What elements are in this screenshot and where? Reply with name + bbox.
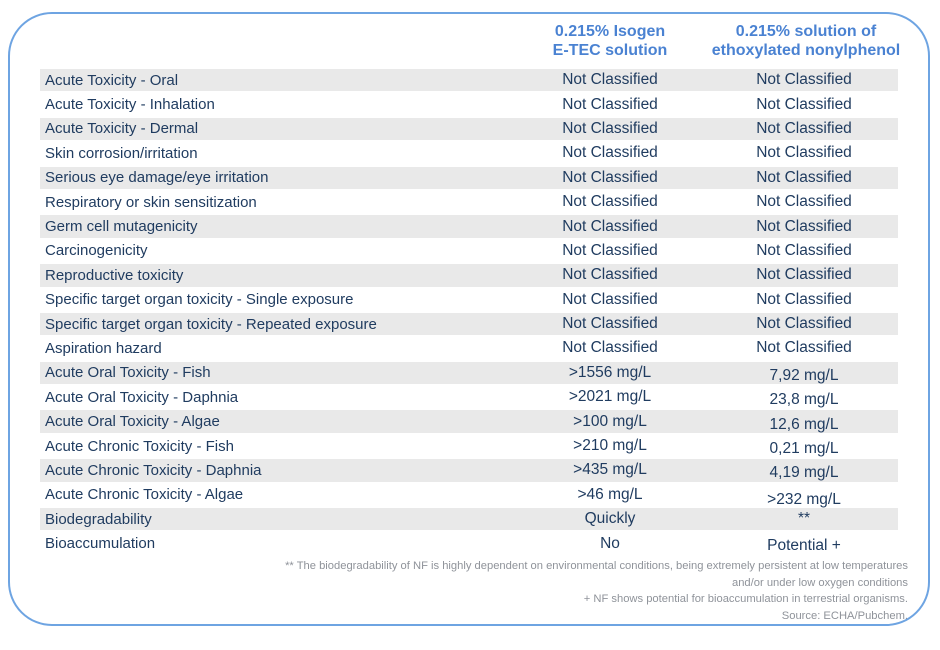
nonylphenol-solution-value: >232 mg/L — [767, 490, 841, 508]
hazard-endpoint-label: Skin corrosion/irritation — [45, 144, 198, 162]
nonylphenol-solution-value: Potential + — [767, 536, 841, 554]
isogen-solution-value: Quickly — [584, 510, 636, 528]
footnote-source: Source: ECHA/Pubchem. — [781, 609, 908, 622]
nonylphenol-solution-value: 7,92 mg/L — [769, 366, 839, 384]
hazard-endpoint-label: Specific target organ toxicity - Single … — [45, 291, 354, 309]
hazard-endpoint-label: Bioaccumulation — [45, 535, 156, 553]
nonylphenol-solution-value: Not Classified — [756, 290, 852, 308]
nonylphenol-solution-value: Not Classified — [756, 193, 852, 211]
table-row: Acute Toxicity - Inhalation Not Classifie… — [40, 93, 898, 115]
hazard-endpoint-label: Acute Toxicity - Oral — [45, 71, 179, 89]
footnote-bioaccumulation: + NF shows potential for bioaccumulation… — [583, 593, 908, 605]
table-row: Acute Chronic Toxicity - Daphnia >435 mg/… — [40, 459, 898, 482]
hazard-endpoint-label: Acute Toxicity - Dermal — [45, 120, 199, 138]
nonylphenol-solution-value: 0,21 mg/L — [769, 440, 839, 458]
hazard-endpoint-label: Serious eye damage/eye irritation — [45, 169, 269, 187]
column-header-line: 0.215% solution of — [735, 23, 877, 40]
isogen-solution-value: >2021 mg/L — [568, 388, 652, 406]
isogen-solution-value: Not Classified — [562, 266, 658, 284]
table-row: Acute Oral Toxicity - Algae >100 mg/L 12,6… — [40, 410, 898, 433]
hazard-endpoint-label: Respiratory or skin sensitization — [45, 193, 257, 211]
isogen-solution-value: Not Classified — [562, 339, 658, 357]
isogen-solution-value: Not Classified — [562, 95, 658, 113]
isogen-solution-value: Not Classified — [562, 241, 658, 259]
hazard-endpoint-label: Acute Oral Toxicity - Fish — [45, 364, 211, 382]
nonylphenol-solution-value: Not Classified — [756, 144, 852, 162]
isogen-solution-value: No — [600, 534, 620, 552]
nonylphenol-solution-value: Not Classified — [756, 315, 852, 333]
nonylphenol-solution-value: 23,8 mg/L — [769, 391, 839, 409]
nonylphenol-solution-value: Not Classified — [756, 168, 852, 186]
hazard-endpoint-label: Aspiration hazard — [45, 339, 162, 357]
table-row: Germ cell mutagenicity Not Classified Not … — [40, 215, 898, 238]
nonylphenol-solution-value: Not Classified — [756, 119, 852, 137]
nonylphenol-solution-value: Not Classified — [756, 71, 852, 89]
isogen-solution-value: >46 mg/L — [577, 485, 643, 503]
column-header-isogen: 0.215% Isogen E-TEC solution — [510, 23, 710, 60]
nonylphenol-solution-value: Not Classified — [756, 217, 852, 235]
table-row: Bioaccumulation No Potential + — [40, 532, 898, 554]
column-header-line: E-TEC solution — [552, 41, 668, 59]
hazard-endpoint-label: Acute Oral Toxicity - Daphnia — [45, 388, 239, 406]
isogen-solution-value: Not Classified — [562, 290, 658, 308]
isogen-solution-value: Not Classified — [562, 119, 658, 137]
table-row: Acute Oral Toxicity - Daphnia >2021 mg/L 2… — [40, 386, 898, 408]
hazard-endpoint-label: Acute Chronic Toxicity - Fish — [45, 437, 234, 455]
isogen-solution-value: >435 mg/L — [573, 461, 647, 479]
nonylphenol-solution-value: Not Classified — [756, 266, 852, 284]
table-row: Acute Toxicity - Oral Not Classified Not C… — [40, 69, 898, 92]
isogen-solution-value: >1556 mg/L — [568, 363, 652, 381]
hazard-endpoint-label: Acute Chronic Toxicity - Daphnia — [45, 461, 262, 479]
nonylphenol-solution-value: Not Classified — [756, 339, 852, 357]
hazard-endpoint-label: Reproductive toxicity — [45, 266, 184, 284]
isogen-solution-value: Not Classified — [562, 71, 658, 89]
table-row: Biodegradability Quickly ** — [40, 508, 898, 531]
table-row: Skin corrosion/irritation Not Classified N… — [40, 142, 898, 164]
footnotes: ** The biodegradability of NF is highly … — [285, 558, 908, 624]
table-row: Acute Chronic Toxicity - Algae >46 mg/L >2… — [40, 484, 898, 508]
hazard-endpoint-label: Carcinogenicity — [45, 242, 148, 260]
footnote-biodegradability-2: and/or under low oxygen conditions — [731, 576, 908, 589]
table-row: Acute Oral Toxicity - Fish >1556 mg/L 7,92… — [40, 361, 898, 385]
hazard-endpoint-label: Acute Chronic Toxicity - Algae — [45, 486, 244, 504]
isogen-solution-value: Not Classified — [562, 315, 658, 333]
table-row: Carcinogenicity Not Classified Not Classif… — [40, 240, 898, 262]
hazard-endpoint-label: Acute Oral Toxicity - Algae — [45, 413, 220, 431]
table-row: Reproductive toxicity Not Classified Not C… — [40, 264, 898, 287]
table-row: Respiratory or skin sensitization Not Cla… — [40, 191, 898, 213]
toxicity-table: Acute Toxicity - Oral Not Classified Not C… — [40, 69, 898, 557]
hazard-endpoint-label: Biodegradability — [45, 510, 152, 528]
table-row: Specific target organ toxicity - Single … — [40, 289, 898, 311]
isogen-solution-value: Not Classified — [562, 144, 658, 162]
hazard-endpoint-label: Specific target organ toxicity - Repeate… — [45, 315, 377, 333]
table-row: Acute Chronic Toxicity - Fish >210 mg/L 0,… — [40, 435, 898, 457]
table-border-frame — [8, 12, 930, 626]
nonylphenol-solution-value: Not Classified — [756, 95, 852, 113]
hazard-endpoint-label: Acute Toxicity - Inhalation — [45, 96, 215, 114]
nonylphenol-solution-value: 4,19 mg/L — [769, 464, 839, 482]
isogen-solution-value: >100 mg/L — [573, 412, 647, 430]
table-row: Aspiration hazard Not Classified Not Class… — [40, 337, 898, 359]
nonylphenol-solution-value: ** — [797, 510, 811, 528]
isogen-solution-value: Not Classified — [562, 217, 658, 235]
column-header-nonylphenol: 0.215% solution of ethoxylated nonylphen… — [691, 23, 921, 60]
table-row: Acute Toxicity - Dermal Not Classified Not… — [40, 117, 898, 141]
table-row: Specific target organ toxicity - Repeate… — [40, 312, 898, 336]
column-header-line: 0.215% Isogen — [554, 23, 666, 40]
isogen-solution-value: Not Classified — [562, 168, 658, 186]
hazard-endpoint-label: Germ cell mutagenicity — [45, 218, 198, 236]
column-header-line: ethoxylated nonylphenol — [711, 41, 901, 59]
nonylphenol-solution-value: Not Classified — [756, 241, 852, 259]
nonylphenol-solution-value: 12,6 mg/L — [769, 415, 839, 433]
isogen-solution-value: Not Classified — [562, 193, 658, 211]
footnote-biodegradability-1: ** The biodegradability of NF is highly … — [285, 560, 908, 572]
table-row: Serious eye damage/eye irritation Not Cla… — [40, 166, 898, 189]
isogen-solution-value: >210 mg/L — [573, 437, 647, 455]
